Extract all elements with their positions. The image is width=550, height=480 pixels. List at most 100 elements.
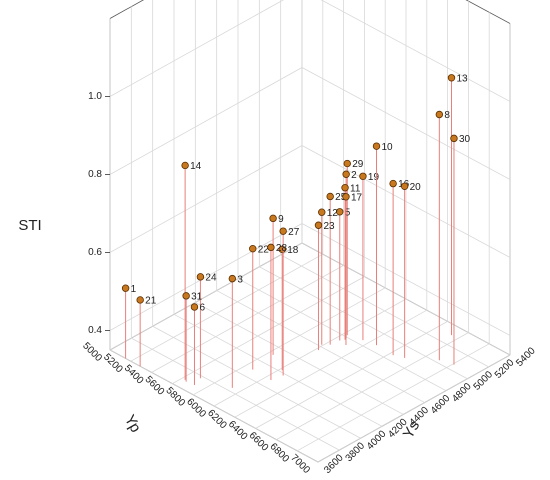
grid-line (193, 287, 386, 396)
point (343, 159, 351, 168)
point-label: 22 (258, 244, 270, 255)
y-tick-label: 4800 (450, 381, 474, 405)
z-tick-label: 0.4 (88, 325, 102, 336)
point (196, 273, 205, 281)
y-tick-label: 5400 (514, 345, 538, 369)
grid-line (195, 302, 404, 415)
grid-line (301, 145, 511, 258)
grid-line (317, 354, 511, 463)
point (278, 245, 286, 254)
point-label: 23 (323, 221, 335, 232)
x-axis-title: Yp (121, 412, 144, 435)
point-label: 1 (131, 284, 137, 295)
grid-line (130, 253, 323, 362)
point-label: 30 (459, 134, 471, 145)
y-axis-title: Ys (400, 418, 423, 442)
grid-line (301, 223, 511, 336)
grid-line (109, 242, 303, 351)
grid-line (301, 67, 511, 180)
point-label: 20 (410, 182, 422, 193)
point (359, 172, 367, 180)
grid-line (109, 145, 303, 253)
grid-line (151, 265, 344, 373)
x-tick-label: 6000 (184, 396, 208, 420)
grid-line (109, 0, 284, 97)
z-tick-label: 1.0 (88, 91, 102, 102)
y-tick-label: 5000 (472, 369, 496, 393)
grid-line (280, 254, 489, 368)
z-tick-label: 0.6 (88, 247, 102, 258)
x-tick-label: 7000 (288, 452, 312, 476)
point-label: 24 (205, 272, 217, 283)
grid-line (297, 343, 490, 452)
point-label: 29 (352, 159, 364, 170)
x-tick-label: 5600 (143, 374, 167, 398)
x-tick-label: 5400 (122, 363, 146, 387)
y-tick-label: 3600 (322, 452, 346, 476)
point-label: 8 (444, 110, 450, 121)
x-tick-label: 5000 (80, 340, 104, 364)
point (314, 221, 323, 229)
point (249, 244, 257, 253)
grid-line (237, 278, 447, 392)
point-label: 3 (237, 274, 243, 285)
grid-line (276, 332, 469, 440)
z-tick-label: 0.8 (88, 169, 102, 180)
point-label: 18 (287, 245, 299, 256)
point-label: 21 (145, 296, 157, 307)
point-label: 14 (190, 161, 202, 172)
grid-line (320, 0, 511, 102)
point (342, 170, 350, 178)
grid-line (109, 67, 303, 175)
grid-line (172, 276, 365, 384)
point (342, 193, 350, 201)
x-tick-label: 6400 (226, 419, 250, 443)
box-edge (109, 0, 145, 19)
grid-line (173, 313, 383, 427)
y-tick-label: 3800 (344, 440, 368, 464)
point (341, 184, 349, 192)
z-axis-title: STI (18, 217, 41, 234)
y-tick-label: 4000 (365, 428, 389, 452)
point-label: 9 (278, 214, 284, 225)
point-label: 27 (288, 227, 300, 238)
grid-line (131, 337, 340, 451)
grid-line (213, 298, 407, 407)
point (228, 274, 237, 283)
x-tick-label: 5200 (101, 352, 125, 376)
point-label: 25 (335, 192, 347, 203)
point-label: 28 (276, 243, 288, 254)
point-label: 6 (199, 303, 205, 314)
point (269, 214, 277, 223)
point (447, 74, 456, 82)
grid-line (255, 321, 448, 429)
x-tick-label: 5800 (163, 385, 187, 409)
grid-line (109, 223, 303, 331)
x-tick-label: 6600 (247, 430, 271, 454)
grid-line (301, 242, 511, 356)
point (326, 192, 334, 201)
point-label: 17 (351, 192, 363, 203)
point (389, 179, 397, 188)
grid-line (216, 290, 425, 403)
x-tick-label: 6800 (267, 441, 291, 465)
point (181, 161, 189, 170)
y-tick-label: 4600 (429, 393, 453, 417)
point-label: 2 (351, 170, 357, 181)
point-label: 13 (456, 73, 468, 84)
point (336, 208, 344, 216)
point (182, 292, 190, 300)
point-label: 31 (191, 291, 203, 302)
grid-line (234, 309, 427, 418)
box-edge (465, 0, 511, 24)
point (372, 142, 381, 150)
x-tick-label: 6200 (205, 408, 229, 432)
y-tick-label: 5200 (493, 357, 517, 381)
point (435, 110, 444, 119)
point (400, 182, 409, 190)
point (279, 227, 287, 235)
point-label: 10 (382, 142, 394, 153)
point (450, 134, 458, 143)
point (136, 296, 144, 304)
